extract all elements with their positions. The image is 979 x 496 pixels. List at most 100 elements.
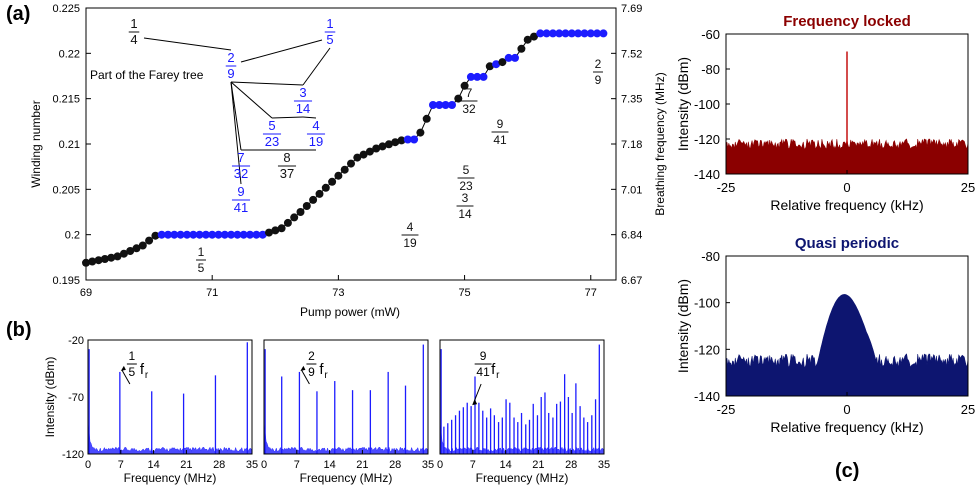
peak-annotation-symbol: f (319, 361, 324, 378)
peak-annotation: 15 (126, 349, 137, 379)
panel-label-c: (c) (835, 460, 859, 482)
data-point (208, 230, 217, 239)
x-tick-label: 28 (213, 459, 225, 471)
spectrum-fill (725, 138, 969, 175)
x-tick-label: 25 (961, 402, 975, 417)
y-tick-label: -140 (694, 167, 720, 182)
data-point (315, 189, 324, 198)
data-point (277, 224, 286, 233)
x-tick-label: 0 (85, 459, 91, 471)
data-point (170, 230, 179, 239)
plateau-label: 523 (457, 163, 475, 193)
data-point (517, 44, 526, 53)
farey-edge (230, 81, 242, 185)
y-tick-label: -60 (701, 27, 720, 42)
data-point (435, 101, 444, 109)
data-point (548, 29, 557, 38)
x-tick-label: 28 (565, 459, 577, 471)
data-point (347, 159, 355, 168)
data-point (157, 230, 166, 239)
peak-annotation-den: 5 (129, 365, 136, 379)
panel-c2: Quasi periodic -80 -100 -120 -140-25 0 25 Relat… (675, 235, 975, 435)
data-point (397, 136, 406, 145)
peak-annotation-sub: r (496, 370, 500, 381)
plot-frame (439, 339, 605, 455)
plateau-label-num: 2 (595, 57, 602, 71)
farey-tree-title: Part of the Farey tree (90, 68, 204, 82)
noise-floor (87, 422, 253, 455)
data-point (132, 244, 141, 253)
data-point (561, 29, 570, 38)
farey-node-num: 5 (268, 118, 275, 133)
data-point (454, 94, 463, 103)
data-point (511, 53, 519, 62)
panel-b1: 0 7 14 21 28 35 -120 -70 -20 Intensity (dBm) Frequ… (43, 335, 258, 485)
farey-node: 732 (231, 150, 251, 181)
y-axis-a: 0.195 0.2 0.205 0.21 0.215 0.22 0.225 (52, 3, 91, 287)
y2-tick-label-a: 7.01 (621, 184, 642, 196)
farey-node-num: 1 (326, 16, 333, 31)
y-tick-label-a: 0.205 (52, 184, 80, 196)
spectrum-fill (725, 294, 969, 397)
panel-label-b: (b) (6, 319, 32, 341)
y-tick-label: -80 (701, 249, 720, 264)
data-point (82, 258, 90, 267)
farey-node-den: 37 (280, 166, 294, 181)
y-tick-label-a: 0.195 (52, 275, 80, 287)
farey-edge (230, 81, 273, 119)
x-axis-label: Frequency (MHz) (476, 471, 569, 485)
data-point (391, 138, 400, 147)
y2-tick-label-a: 7.35 (621, 94, 642, 106)
peak-annotation-num: 2 (308, 349, 315, 363)
peak-annotation: 29 (306, 349, 317, 379)
y-axis-label: Intensity (dBm) (675, 57, 691, 151)
plateau-label-num: 1 (198, 245, 205, 259)
peak-annotation-sub: r (145, 370, 149, 381)
x-tick-label: 21 (180, 459, 192, 471)
chart-title: Frequency locked (783, 13, 911, 30)
x-tick-label: -25 (717, 180, 736, 195)
x-tick-label: 7 (118, 459, 124, 471)
farey-node-den: 14 (296, 101, 310, 116)
farey-node-num: 2 (227, 50, 234, 65)
peak-annotation-sub: r (324, 370, 328, 381)
peak-annotation-symbol: f (491, 361, 496, 378)
data-point (227, 230, 236, 239)
x-tick-label: 14 (147, 459, 159, 471)
data-point (498, 58, 507, 67)
y2-axis-a: 6.67 6.84 7.01 7.18 7.35 7.52 7.69 (611, 3, 642, 287)
y2-tick-label-a: 6.67 (621, 275, 642, 287)
x-axis-label: Frequency (MHz) (300, 471, 393, 485)
x-tick-label: 7 (470, 459, 476, 471)
y2-tick-label-a: 7.18 (621, 139, 642, 151)
plateau-label: 732 (460, 86, 478, 116)
data-point (151, 231, 160, 240)
peak-annotation: 941 (474, 349, 492, 379)
data-point (384, 140, 393, 149)
data-point (473, 72, 482, 81)
x-tick-label-a: 71 (206, 287, 218, 299)
data-point (145, 236, 154, 245)
x-tick-label: 14 (499, 459, 511, 471)
data-point (201, 230, 210, 239)
data-point (119, 249, 128, 258)
farey-node: 14 (128, 16, 140, 47)
panel-c1: Frequency locked -60 -80 -100 -120 -140-25 0 25… (675, 13, 975, 213)
x-tick-label: -25 (717, 402, 736, 417)
y-axis-label-a: Winding number (29, 100, 43, 187)
farey-node-num: 7 (237, 150, 244, 165)
data-point (88, 257, 97, 266)
data-point (422, 114, 431, 123)
data-point (258, 230, 267, 239)
x-tick-label: 0 (843, 180, 850, 195)
data-point (542, 29, 551, 38)
data-point (378, 142, 387, 151)
farey-edge (302, 116, 317, 119)
data-point (233, 230, 242, 239)
y-axis-label: Intensity (dBm) (43, 357, 57, 438)
y-tick-label: -70 (68, 392, 84, 404)
